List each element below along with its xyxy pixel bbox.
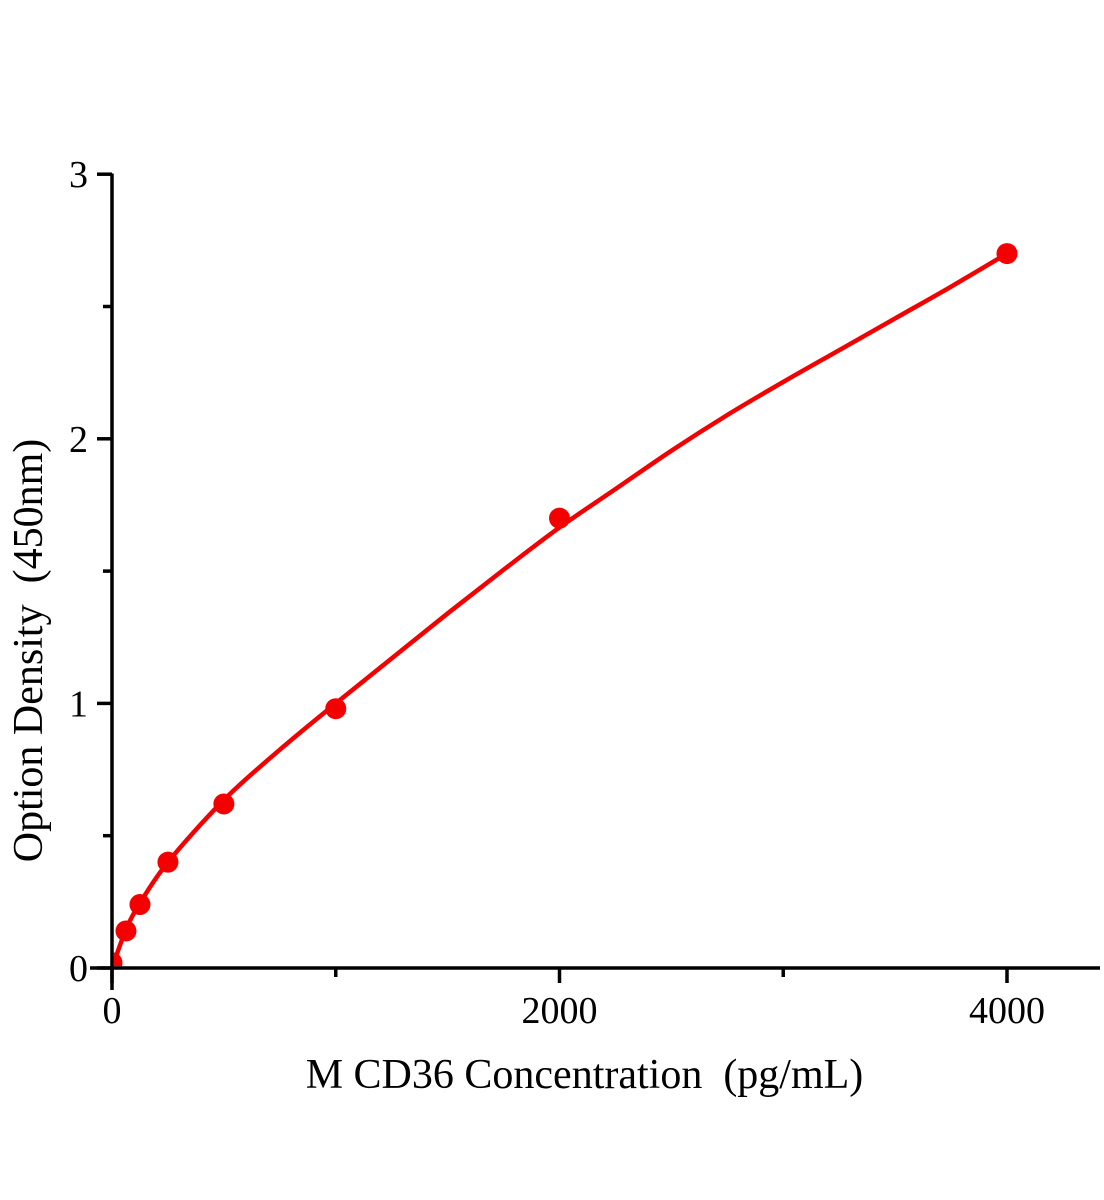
y-tick-label: 0 <box>69 948 88 990</box>
data-point <box>113 952 123 967</box>
y-tick-label: 1 <box>69 683 88 725</box>
x-tick-label: 2000 <box>522 990 598 1032</box>
y-axis-title: Option Density (450nm) <box>6 418 52 862</box>
data-point <box>157 851 179 873</box>
data-point <box>129 893 151 915</box>
data-point <box>213 793 235 815</box>
y-tick-label: 3 <box>69 154 88 196</box>
x-axis-title: M CD36 Concentration (pg/mL) <box>306 1052 885 1098</box>
x-tick-label: 0 <box>103 990 122 1032</box>
series-standard-curve <box>113 243 1018 967</box>
data-point <box>115 920 137 942</box>
data-point <box>549 507 570 529</box>
x-tick-label: 4000 <box>969 990 1045 1032</box>
axes <box>90 172 1100 990</box>
fit-curve-line <box>113 251 1009 967</box>
y-tick-label: 2 <box>69 419 88 461</box>
data-point <box>996 243 1018 265</box>
data-point <box>325 698 347 720</box>
